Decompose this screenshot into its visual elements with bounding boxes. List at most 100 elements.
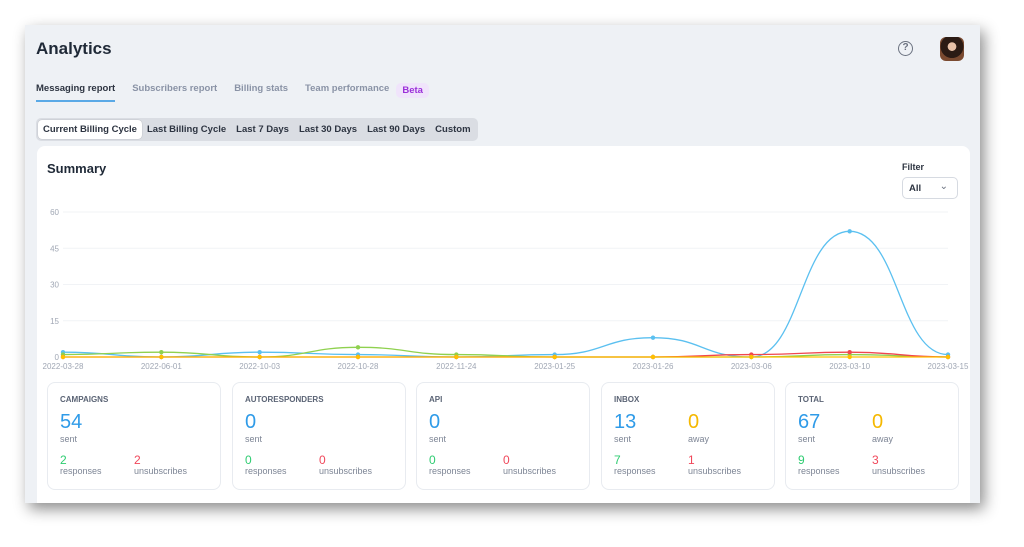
sent-label: sent [429,434,447,444]
summary-title: Summary [47,161,107,176]
summary-line-chart: 0 15 30 45 60 2022-03-28 2022-06-01 2022-10-03 2… [43,208,969,371]
data-point [355,354,361,360]
data-point [60,354,66,360]
unsubscribes-label: unsubscribes [319,466,373,476]
sent-label: sent [614,434,632,444]
unsubscribes-count: 3 [872,453,879,467]
data-point [945,354,951,360]
stat-title: TOTAL [798,395,824,404]
data-point [749,354,754,360]
data-point [355,345,361,350]
stat-card-inbox: INBOX 13 sent 0 away 7 responses 1 unsubsc… [601,382,775,490]
data-point [847,354,852,360]
x-tick-label: 2023-03-15 [928,362,969,371]
page-title: Analytics [36,39,112,58]
x-tick-label: 2023-03-06 [731,362,772,371]
responses-label: responses [60,466,102,476]
x-tick-label: 2023-03-10 [829,362,870,371]
x-tick-label: 2022-10-28 [338,362,379,371]
responses-label: responses [798,466,840,476]
chevron-down-icon: ⌄ [939,181,948,192]
summary-card: Summary Filter All ⌄ 0 15 30 45 60 2022-03-28 2… [37,146,970,503]
question-circle-icon[interactable]: ? [898,41,913,56]
tab-messaging-report[interactable]: Messaging report [36,83,116,102]
x-tick-label: 2022-06-01 [141,362,182,371]
range-last-7-days[interactable]: Last 7 Days [236,124,289,135]
responses-count: 9 [798,453,805,467]
y-tick-label: 0 [55,353,60,362]
unsubscribes-count: 0 [503,453,510,467]
filter-label: Filter [902,162,925,172]
unsubscribes-label: unsubscribes [503,466,557,476]
range-last-90-days[interactable]: Last 90 Days [367,124,426,135]
stat-card-total: TOTAL 67 sent 0 away 9 responses 3 unsubsc… [785,382,959,490]
sent-count: 13 [614,411,637,433]
data-point [552,354,557,360]
responses-count: 0 [429,453,436,467]
data-point [650,354,656,360]
data-point [257,349,262,355]
range-current-billing-cycle[interactable]: Current Billing Cycle [38,120,142,139]
unsubscribes-label: unsubscribes [134,466,188,476]
data-point [847,229,852,234]
data-point [454,354,459,360]
tab-team-performance[interactable]: Team performance [305,83,390,94]
x-tick-label: 2023-01-26 [633,362,674,371]
responses-label: responses [245,466,287,476]
report-tabs: Messaging report Subscribers report Bill… [36,83,429,102]
away-count: 0 [872,411,884,433]
data-point [650,335,656,340]
sent-label: sent [60,434,78,444]
filter-select[interactable]: All ⌄ [902,177,958,199]
filter-value: All [909,183,922,194]
x-tick-label: 2022-10-03 [239,362,280,371]
stat-title: AUTORESPONDERS [245,395,324,404]
away-count: 0 [688,411,700,433]
sent-count: 67 [798,411,821,433]
y-tick-label: 30 [50,281,59,290]
app-window: Analytics ? Messaging report Subscribers… [25,25,980,503]
range-last-billing-cycle[interactable]: Last Billing Cycle [146,124,227,135]
stat-card-api: API 0 sent 0 responses 0 unsubscribes [416,382,590,490]
data-point [159,349,164,355]
unsubscribes-count: 1 [688,453,695,467]
unsubscribes-label: unsubscribes [872,466,926,476]
unsubscribes-count: 2 [134,453,141,467]
x-tick-label: 2023-01-25 [534,362,575,371]
data-point [159,354,164,360]
beta-badge: Beta [396,83,429,98]
stat-title: CAMPAIGNS [60,395,109,404]
series-line-1 [62,346,949,358]
responses-label: responses [429,466,471,476]
tab-billing-stats[interactable]: Billing stats [234,83,289,94]
stat-title: INBOX [614,395,640,404]
stat-title: API [429,395,443,404]
away-label: away [872,434,894,444]
x-tick-label: 2022-03-28 [43,362,84,371]
range-last-30-days[interactable]: Last 30 Days [298,124,358,135]
sent-count: 54 [60,411,83,433]
sent-count: 0 [245,411,257,433]
range-custom[interactable]: Custom [435,124,471,135]
sent-label: sent [798,434,816,444]
y-tick-label: 45 [50,244,59,253]
date-range-selector: Current Billing Cycle Last Billing Cycle… [36,118,478,141]
unsubscribes-label: unsubscribes [688,466,742,476]
tab-subscribers-report[interactable]: Subscribers report [132,83,218,94]
sent-label: sent [245,434,263,444]
y-tick-label: 60 [50,208,59,217]
responses-count: 0 [245,453,252,467]
avatar[interactable] [940,37,964,61]
responses-count: 7 [614,453,621,467]
data-point [257,354,262,360]
away-label: away [688,434,710,444]
data-point [847,349,852,355]
sent-count: 0 [429,411,441,433]
responses-label: responses [614,466,656,476]
stat-card-autoresponders: AUTORESPONDERS 0 sent 0 responses 0 unsub… [232,382,406,490]
y-tick-label: 15 [50,317,59,326]
unsubscribes-count: 0 [319,453,326,467]
stat-card-campaigns: CAMPAIGNS 54 sent 2 responses 2 unsubscri… [47,382,221,490]
responses-count: 2 [60,453,67,467]
x-tick-label: 2022-11-24 [436,362,477,371]
